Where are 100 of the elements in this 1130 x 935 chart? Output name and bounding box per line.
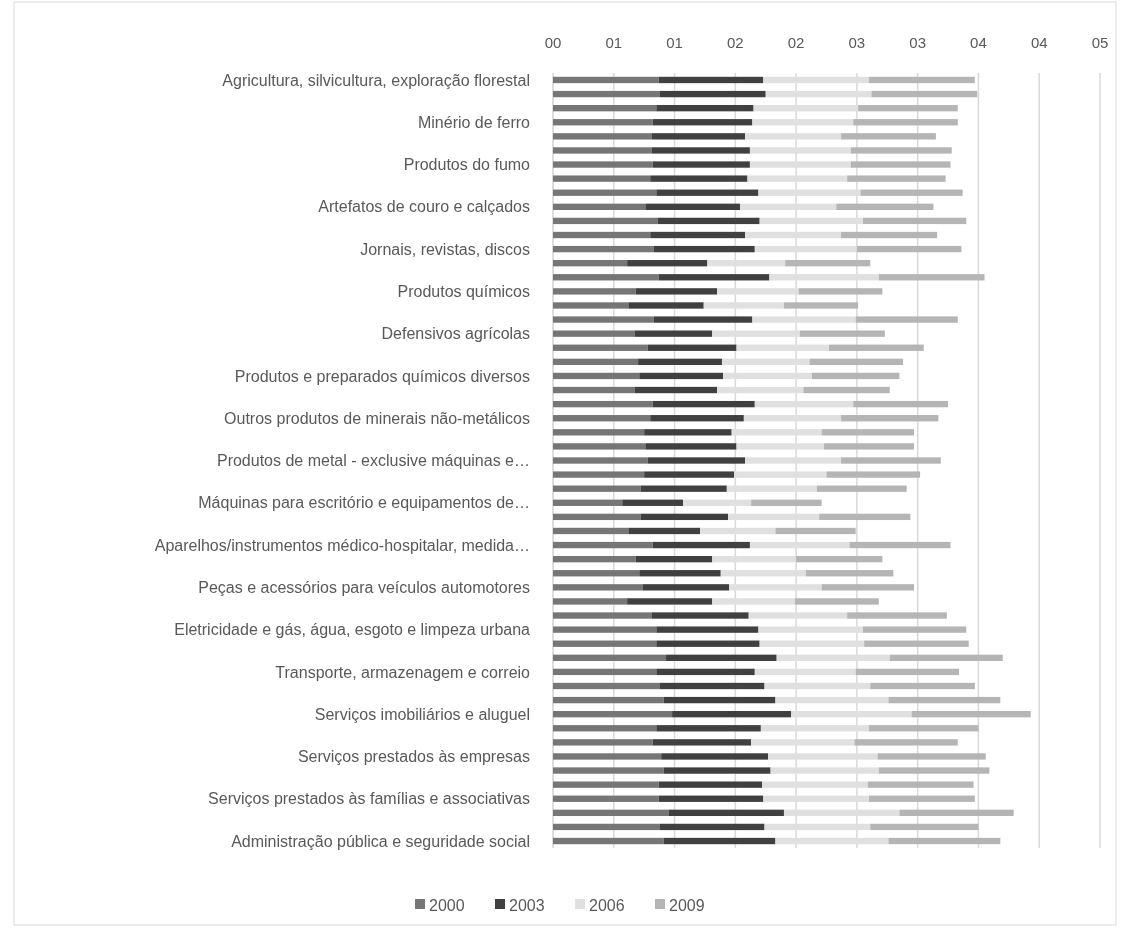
bar (553, 739, 653, 746)
bar (794, 598, 879, 605)
bar (828, 344, 924, 351)
bar (850, 161, 951, 168)
bar (553, 443, 646, 450)
bar (841, 231, 938, 239)
bar (870, 823, 979, 831)
bar (783, 302, 859, 309)
bar (659, 682, 765, 690)
bar (849, 541, 951, 549)
bar (855, 668, 959, 676)
bar (652, 400, 755, 408)
bar (656, 626, 759, 633)
legend-label: 2000 (429, 896, 465, 914)
bar (553, 485, 641, 492)
bar (647, 344, 737, 351)
bar (644, 471, 735, 478)
bar (847, 175, 946, 182)
bar (553, 358, 639, 366)
bar (653, 245, 755, 253)
bar (553, 668, 657, 676)
bar (864, 640, 969, 647)
bar (661, 753, 769, 760)
y-tick-label: Máquinas para escritório e equipamentos de… (198, 494, 530, 512)
bar (658, 76, 764, 84)
legend-label: 2009 (669, 896, 705, 914)
bar (652, 739, 752, 746)
bar (651, 612, 749, 619)
y-tick-label: Aparelhos/instrumentos médico-hospitalar, medida… (154, 536, 530, 554)
bar (877, 753, 986, 760)
bar (659, 90, 766, 98)
y-tick-label: Serviços imobiliários e aluguel (314, 705, 530, 723)
bar (816, 485, 907, 492)
bar (627, 598, 713, 605)
bar (553, 626, 657, 633)
bar (553, 316, 654, 323)
bar (799, 330, 885, 337)
bar (634, 386, 718, 394)
bar (553, 471, 645, 478)
bar (652, 161, 750, 168)
bar (650, 175, 748, 182)
bar (553, 711, 673, 718)
bar (553, 133, 652, 140)
bar (553, 175, 651, 182)
bar (553, 682, 660, 690)
y-tick-label: Eletricidade e gás, água, esgoto e limpeza urbana (174, 621, 531, 639)
bar (553, 330, 635, 337)
bar (553, 457, 648, 464)
bar (656, 104, 754, 112)
bar (553, 76, 659, 84)
bar (647, 457, 746, 464)
bar (639, 372, 724, 380)
bar (553, 541, 653, 549)
bar (656, 189, 759, 196)
bar (862, 217, 967, 225)
bar (666, 654, 777, 661)
bar (553, 400, 653, 408)
x-tick-label: 00 (544, 34, 562, 51)
bar (640, 485, 727, 492)
bar (635, 288, 718, 295)
x-tick-label: 01 (605, 34, 623, 51)
bar (553, 570, 640, 577)
bar (785, 260, 871, 267)
bar (553, 189, 657, 196)
bar (672, 711, 792, 718)
x-tick-label: 02 (787, 34, 805, 51)
bar (824, 443, 915, 450)
bar (663, 837, 776, 845)
y-tick-label: Artefatos de couro e calçados (318, 198, 530, 216)
bar (796, 555, 883, 563)
bar (553, 161, 653, 168)
bar (553, 386, 635, 394)
bar (652, 541, 750, 549)
bar (553, 274, 659, 281)
bar (553, 584, 643, 591)
bar (650, 415, 744, 422)
bar (656, 668, 755, 676)
bar (798, 288, 883, 295)
bar (553, 837, 664, 845)
bar (656, 640, 760, 647)
bar (850, 147, 952, 154)
bar (628, 527, 701, 535)
bar (553, 231, 651, 239)
bar (652, 119, 753, 126)
bar (553, 781, 659, 788)
x-tick-label: 03 (909, 34, 927, 51)
bar (553, 555, 636, 563)
bar (553, 767, 664, 774)
bar (862, 626, 967, 633)
bar (640, 513, 729, 521)
bar (553, 429, 645, 436)
bar (878, 274, 985, 281)
legend-label: 2003 (509, 896, 545, 914)
bar (869, 795, 975, 802)
bar (811, 372, 900, 380)
bar (809, 358, 904, 366)
bar (663, 696, 776, 704)
bar (553, 823, 660, 831)
bar (553, 203, 646, 210)
bar (622, 499, 684, 506)
